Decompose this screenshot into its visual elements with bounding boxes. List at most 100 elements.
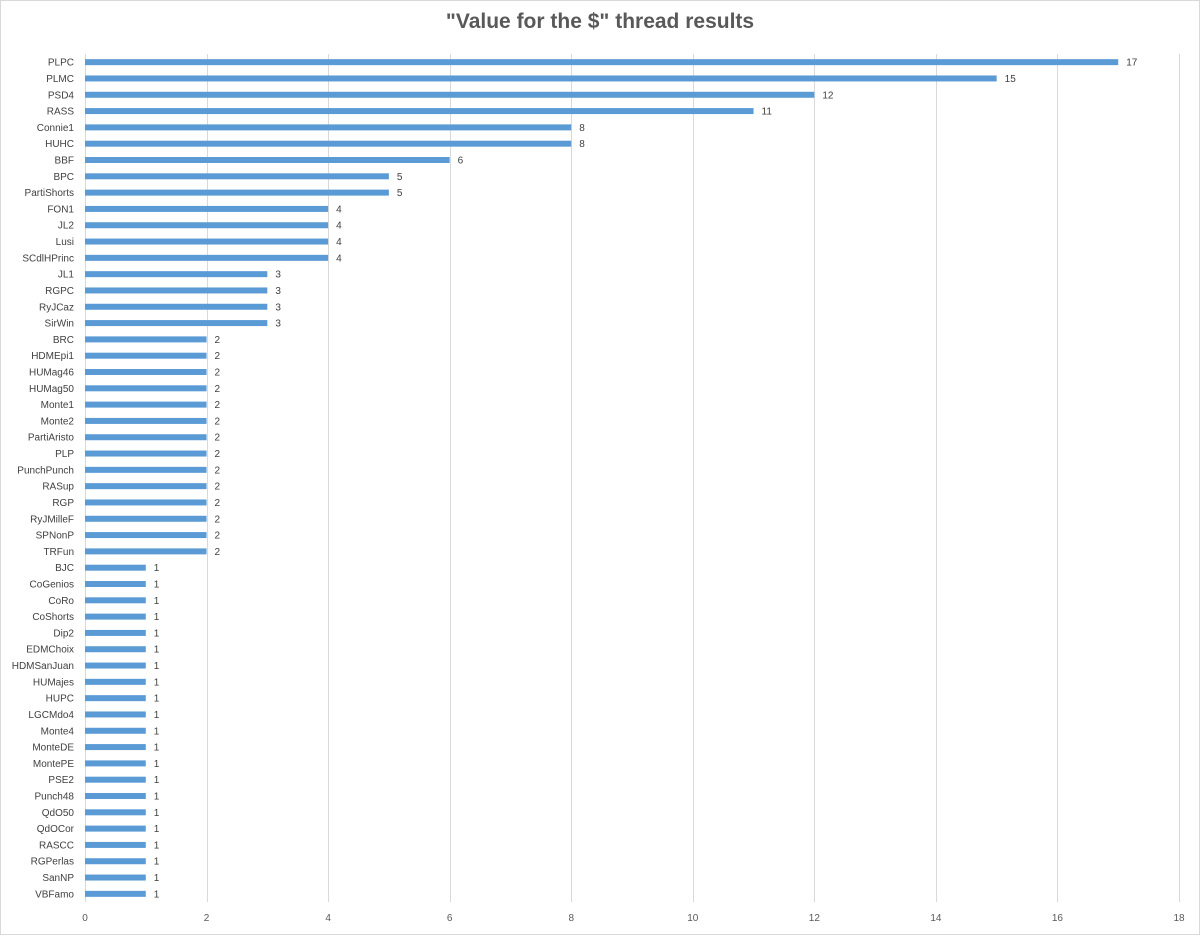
data-label: 1 xyxy=(154,661,160,672)
bar-EDMChoix xyxy=(85,646,146,653)
data-label: 1 xyxy=(154,563,160,574)
category-label: Lusi xyxy=(56,237,74,248)
data-label: 4 xyxy=(336,221,342,232)
data-label: 8 xyxy=(579,139,585,150)
bar-RGPerlas xyxy=(85,858,146,865)
bar-Dip2 xyxy=(85,629,146,636)
bar-QdO50 xyxy=(85,809,146,816)
data-label: 1 xyxy=(154,840,160,851)
bar-PLP xyxy=(85,450,207,457)
category-label: BBF xyxy=(55,156,74,167)
data-label: 11 xyxy=(762,107,773,118)
bar-PartiShorts xyxy=(85,189,389,196)
category-label: BRC xyxy=(53,335,74,346)
data-label: 2 xyxy=(215,416,221,427)
data-label: 15 xyxy=(1005,74,1017,85)
bar-HUMajes xyxy=(85,678,146,685)
category-label: QdOCor xyxy=(37,824,75,835)
category-label: HUMag46 xyxy=(29,368,74,379)
bar-BJC xyxy=(85,564,146,571)
gridlines xyxy=(85,54,1180,902)
bar-PSD4 xyxy=(85,91,815,98)
category-label: JL2 xyxy=(58,221,75,232)
category-label: PSE2 xyxy=(48,775,74,786)
category-label: BJC xyxy=(55,563,74,574)
category-label: CoGenios xyxy=(30,580,74,591)
data-label: 1 xyxy=(154,726,160,737)
data-label: 1 xyxy=(154,677,160,688)
bar-Connie1 xyxy=(85,124,572,131)
bar-PSE2 xyxy=(85,776,146,783)
bar-Monte4 xyxy=(85,727,146,734)
bar-VBFamo xyxy=(85,890,146,897)
data-label: 1 xyxy=(154,857,160,868)
bar-SCdlHPrinc xyxy=(85,254,329,261)
data-label: 1 xyxy=(154,808,160,819)
category-label: VBFamo xyxy=(35,889,74,900)
data-label: 1 xyxy=(154,596,160,607)
bar-LGCMdo4 xyxy=(85,711,146,718)
bar-SirWin xyxy=(85,320,268,327)
data-label: 2 xyxy=(215,433,221,444)
data-label: 3 xyxy=(275,319,281,330)
data-label: 1 xyxy=(154,889,160,900)
bar-RyJMilleF xyxy=(85,515,207,522)
category-label: PartiAristo xyxy=(28,433,75,444)
bar-HUHC xyxy=(85,140,572,147)
x-tick-label: 0 xyxy=(82,913,88,924)
bar-Monte1 xyxy=(85,401,207,408)
category-label: Monte4 xyxy=(41,726,75,737)
bar-MontePE xyxy=(85,760,146,767)
data-labels: 1715121188655444433332222222222222211111… xyxy=(154,58,1138,901)
category-label: Dip2 xyxy=(53,628,74,639)
x-tick-label: 10 xyxy=(687,913,699,924)
x-tick-label: 6 xyxy=(447,913,453,924)
data-label: 1 xyxy=(154,628,160,639)
data-label: 2 xyxy=(215,531,221,542)
x-axis-ticks: 0 2 4 6 8 10 12 14 16 18 xyxy=(82,913,1185,924)
data-label: 1 xyxy=(154,645,160,656)
category-label: SPNonP xyxy=(36,531,75,542)
bar-PartiAristo xyxy=(85,434,207,441)
category-label: RASup xyxy=(42,482,74,493)
x-tick-label: 2 xyxy=(204,913,210,924)
category-label: MonteDE xyxy=(32,743,74,754)
data-label: 2 xyxy=(215,368,221,379)
bar-HUMag46 xyxy=(85,369,207,375)
x-tick-label: 14 xyxy=(930,913,942,924)
category-label: PLMC xyxy=(46,74,74,85)
bar-BPC xyxy=(85,173,389,180)
bar-BBF xyxy=(85,157,450,163)
bar-RyJCaz xyxy=(85,303,268,310)
data-label: 2 xyxy=(215,514,221,525)
data-label: 17 xyxy=(1126,58,1138,69)
bar-CoShorts xyxy=(85,613,146,620)
data-label: 2 xyxy=(215,351,221,362)
category-label: LGCMdo4 xyxy=(28,710,74,721)
bar-SPNonP xyxy=(85,532,207,539)
data-label: 3 xyxy=(275,270,281,281)
bar-MonteDE xyxy=(85,744,146,751)
category-label: EDMChoix xyxy=(26,645,74,656)
data-label: 1 xyxy=(154,612,160,623)
data-label: 2 xyxy=(215,465,221,476)
category-label: BPC xyxy=(53,172,74,183)
bar-JL1 xyxy=(85,271,268,278)
bar-PLMC xyxy=(85,75,997,82)
data-label: 1 xyxy=(154,743,160,754)
data-label: 1 xyxy=(154,873,160,884)
data-label: 1 xyxy=(154,792,160,803)
data-label: 1 xyxy=(154,694,160,705)
data-label: 12 xyxy=(822,90,834,101)
category-label: Punch48 xyxy=(35,792,75,803)
data-label: 2 xyxy=(215,449,221,460)
category-label: FON1 xyxy=(47,204,74,215)
category-labels: PLPC PLMC PSD4 RASS Connie1 HUHC BBF BPC PartiSh… xyxy=(12,58,75,901)
data-label: 5 xyxy=(397,172,403,183)
category-label: HUPC xyxy=(46,694,74,705)
bar-CoGenios xyxy=(85,581,146,587)
category-label: PLPC xyxy=(48,58,74,69)
category-label: MontePE xyxy=(33,759,74,770)
category-label: CoRo xyxy=(48,596,74,607)
data-label: 1 xyxy=(154,824,160,835)
